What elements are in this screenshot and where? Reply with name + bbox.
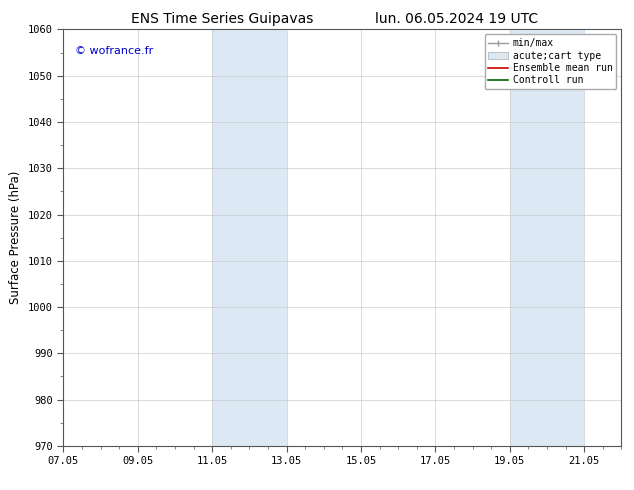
Bar: [249, 29, 287, 446]
Text: lun. 06.05.2024 19 UTC: lun. 06.05.2024 19 UTC: [375, 12, 538, 26]
Bar: [510, 29, 528, 446]
Legend: min/max, acute;cart type, Ensemble mean run, Controll run: min/max, acute;cart type, Ensemble mean …: [484, 34, 616, 89]
Bar: [528, 29, 584, 446]
Text: © wofrance.fr: © wofrance.fr: [75, 46, 153, 56]
Y-axis label: Surface Pressure (hPa): Surface Pressure (hPa): [10, 171, 22, 304]
Bar: [212, 29, 249, 446]
Text: ENS Time Series Guipavas: ENS Time Series Guipavas: [131, 12, 313, 26]
